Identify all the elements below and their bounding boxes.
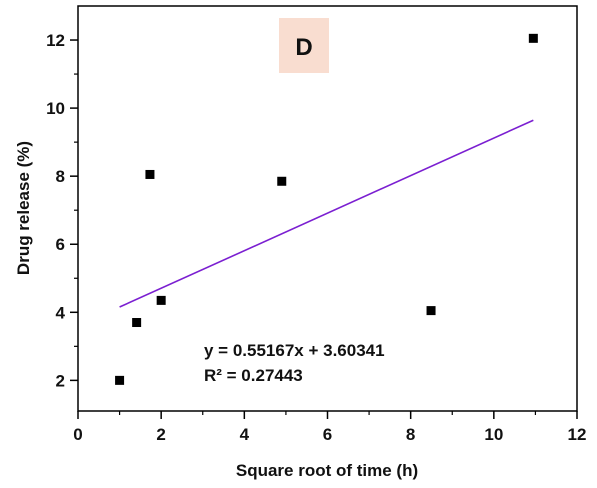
panel-label: D bbox=[295, 34, 312, 61]
y-tick-label: 12 bbox=[46, 31, 65, 50]
fit-r-squared: R² = 0.27443 bbox=[204, 366, 303, 385]
x-tick-label: 4 bbox=[240, 425, 250, 444]
data-point bbox=[132, 318, 142, 328]
x-tick-label: 6 bbox=[323, 425, 332, 444]
fit-line-layer bbox=[119, 119, 534, 308]
data-point bbox=[145, 169, 155, 179]
data-point bbox=[426, 306, 436, 316]
panel-label-background bbox=[279, 18, 329, 73]
fit-equation: y = 0.55167x + 3.60341 bbox=[204, 341, 385, 360]
tick-labels: 0 2 4 6 8 10 12 2 4 6 8 10 12 bbox=[46, 31, 586, 444]
y-tick-label: 4 bbox=[56, 303, 66, 322]
y-tick-label: 8 bbox=[56, 167, 65, 186]
x-axis-title: Square root of time (h) bbox=[236, 461, 418, 480]
data-point bbox=[277, 176, 287, 186]
y-tick-label: 2 bbox=[56, 371, 65, 390]
x-tick-label: 2 bbox=[156, 425, 165, 444]
plot-frame bbox=[77, 5, 578, 412]
fit-line bbox=[119, 119, 534, 308]
data-point bbox=[528, 33, 538, 43]
ticks bbox=[70, 39, 578, 419]
y-tick-label: 6 bbox=[56, 235, 65, 254]
points-layer bbox=[115, 33, 538, 385]
data-point bbox=[115, 375, 125, 385]
x-tick-label: 8 bbox=[406, 425, 415, 444]
y-axis-title: Drug release (%) bbox=[14, 141, 33, 275]
data-point bbox=[156, 295, 166, 305]
y-tick-label: 10 bbox=[46, 99, 65, 118]
x-tick-label: 12 bbox=[568, 425, 587, 444]
x-tick-label: 0 bbox=[73, 425, 82, 444]
x-tick-label: 10 bbox=[484, 425, 503, 444]
panel-label-box: D bbox=[279, 18, 329, 73]
